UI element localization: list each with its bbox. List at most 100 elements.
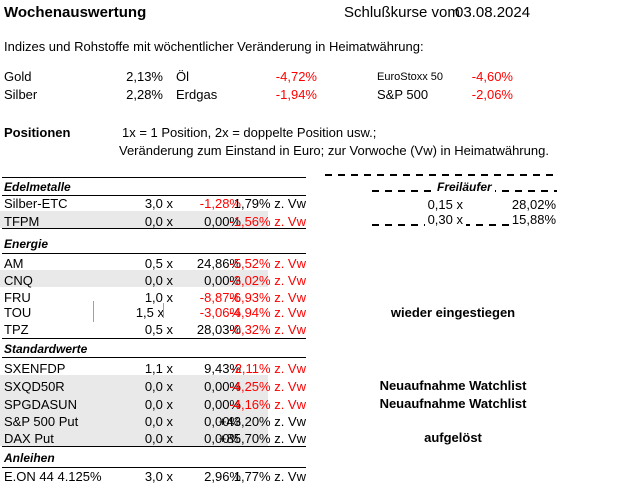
report-date: 03.08.2024: [455, 4, 531, 21]
instrument-name: CNQ: [4, 273, 33, 288]
table-row: CNQ 0,0 x 0,00% -3,02% z. Vw: [0, 273, 307, 289]
position-multiplier: 0,0 x: [144, 397, 173, 412]
table-row: SXENFDP 1,1 x 9,43% -2,11% z. Vw: [0, 361, 307, 377]
commodity-change: -4,72%: [275, 69, 317, 84]
section-divider: [2, 228, 306, 229]
table-row: SPGDASUN 0,0 x 0,00% -4,16% z. Vw: [0, 397, 307, 413]
intro-text: Indizes und Rohstoffe mit wöchentlicher …: [4, 39, 424, 54]
shaded-row-background: [0, 211, 268, 228]
change-vs-prev-week: -4,94% z. Vw: [229, 305, 306, 320]
index-name: S&P 500: [377, 87, 429, 102]
cell-guide-line: [163, 303, 164, 318]
commodity-change: -1,94%: [275, 87, 317, 102]
section-divider: [2, 338, 306, 339]
position-multiplier: 0,0 x: [144, 379, 173, 394]
section-header-standardwerte: Standardwerte: [4, 342, 88, 356]
index-change: -2,06%: [471, 87, 513, 102]
commodity-name: Erdgas: [176, 87, 218, 102]
table-row: FRU 1,0 x -8,87% -6,93% z. Vw: [0, 290, 307, 306]
change-since-entry: 0,00%: [204, 214, 241, 229]
shaded-row-background: [0, 270, 268, 287]
section-header-energie: Energie: [4, 237, 49, 251]
change-since-entry: 0,00%: [204, 414, 241, 429]
change-vs-prev-week: 1,79% z. Vw: [233, 196, 306, 211]
instrument-name: SXENFDP: [4, 361, 66, 376]
section-header-freilaeufer: Freiläufer: [434, 180, 495, 194]
position-multiplier: 0,0 x: [144, 414, 173, 429]
change-since-entry: 9,43%: [204, 361, 241, 376]
position-multiplier: 0,0 x: [144, 273, 173, 288]
table-row: E.ON 44 4.125% 3,0 x 2,96% 1,77% z. Vw: [0, 469, 307, 485]
annotation-new-watchlist: Neuaufnahme Watchlist: [379, 396, 527, 411]
position-multiplier: 0,0 x: [144, 431, 173, 446]
table-row: TFPM 0,0 x 0,00% -1,56% z. Vw: [0, 214, 307, 230]
instrument-name: SXQD50R: [4, 379, 65, 394]
change-since-entry: 2,96%: [204, 469, 241, 484]
change-since-entry: 0,00%: [204, 379, 241, 394]
index-name: Gold: [4, 69, 32, 84]
table-row: TPZ 0,5 x 28,03% -0,32% z. Vw: [0, 322, 307, 338]
position-multiplier: 1,5 x: [135, 305, 164, 320]
shaded-rows-background: [0, 375, 268, 446]
table-row: Silber-ETC 3,0 x -1,28% 1,79% z. Vw: [0, 196, 307, 212]
instrument-name: S&P 500 Put: [4, 414, 79, 429]
change-since-entry: 24,86%: [196, 256, 241, 271]
index-name: EuroStoxx 50: [377, 71, 444, 83]
section-header-anleihen: Anleihen: [4, 451, 55, 465]
change-vs-prev-week: +43,20% z. Vw: [218, 414, 306, 429]
cell-guide-line: [93, 301, 94, 322]
change-since-entry: -1,28%: [199, 196, 241, 211]
index-change: 2,28%: [126, 87, 163, 102]
freilaeufer-change: 15,88%: [508, 213, 559, 227]
table-row: AM 0,5 x 24,86% -5,52% z. Vw: [0, 256, 307, 272]
position-multiplier: 1,1 x: [144, 361, 173, 376]
change-vs-prev-week: -1,56% z. Vw: [229, 214, 306, 229]
section-divider: [2, 446, 306, 447]
change-since-entry: -3,06%: [199, 305, 241, 320]
position-multiplier: 3,0 x: [144, 469, 173, 484]
instrument-name: E.ON 44 4.125%: [4, 469, 102, 484]
change-since-entry: 0,00%: [204, 431, 241, 446]
change-since-entry: 28,03%: [196, 322, 241, 337]
instrument-name: Silber-ETC: [4, 196, 68, 211]
index-change: 2,13%: [126, 69, 163, 84]
change-vs-prev-week: +85,70% z. Vw: [218, 431, 306, 446]
index-name: Silber: [4, 87, 38, 102]
dashed-divider: [325, 174, 557, 176]
table-row: SXQD50R 0,0 x 0,00% -4,25% z. Vw: [0, 379, 307, 395]
instrument-name: TOU: [4, 305, 32, 320]
change-since-entry: 0,00%: [204, 273, 241, 288]
positions-label: Positionen: [4, 125, 71, 140]
position-multiplier: 0,5 x: [144, 256, 173, 271]
freilaeufer-multiplier: 0,30 x: [424, 213, 466, 227]
position-multiplier: 3,0 x: [144, 196, 173, 211]
position-multiplier: 0,5 x: [144, 322, 173, 337]
table-row: TOU 1,5 x -3,06% -4,94% z. Vw: [0, 305, 307, 321]
change-vs-prev-week: -4,16% z. Vw: [229, 397, 306, 412]
instrument-name: TFPM: [4, 214, 40, 229]
freilaeufer-change: 28,02%: [511, 197, 556, 212]
change-vs-prev-week: -3,02% z. Vw: [229, 273, 306, 288]
annotation-reentered: wieder eingestiegen: [390, 305, 516, 320]
annotation-dissolved: aufgelöst: [424, 430, 482, 445]
section-divider: [2, 357, 306, 358]
instrument-name: AM: [4, 256, 24, 271]
change-since-entry: 0,00%: [204, 397, 241, 412]
section-divider: [2, 195, 306, 196]
change-vs-prev-week: -5,52% z. Vw: [229, 256, 306, 271]
table-row: S&P 500 Put 0,0 x 0,00% +43,20% z. Vw: [0, 414, 307, 430]
change-vs-prev-week: -6,93% z. Vw: [229, 290, 306, 305]
instrument-name: DAX Put: [4, 431, 54, 446]
change-vs-prev-week: -0,32% z. Vw: [229, 322, 306, 337]
positions-note-line1: 1x = 1 Position, 2x = doppelte Position …: [122, 125, 377, 140]
position-multiplier: 0,0 x: [144, 214, 173, 229]
annotation-new-watchlist: Neuaufnahme Watchlist: [379, 378, 527, 393]
page-title: Wochenauswertung: [4, 4, 147, 21]
instrument-name: TPZ: [4, 322, 29, 337]
positions-table: Edelmetalle Energie Standardwerte Anleih…: [0, 177, 307, 484]
freilaeufer-multiplier: 0,15 x: [427, 197, 463, 212]
change-vs-prev-week: -4,25% z. Vw: [229, 379, 306, 394]
positions-note-line2: Veränderung zum Einstand in Euro; zur Vo…: [119, 143, 549, 158]
change-since-entry: -8,87%: [199, 290, 241, 305]
index-change: -4,60%: [471, 69, 513, 84]
